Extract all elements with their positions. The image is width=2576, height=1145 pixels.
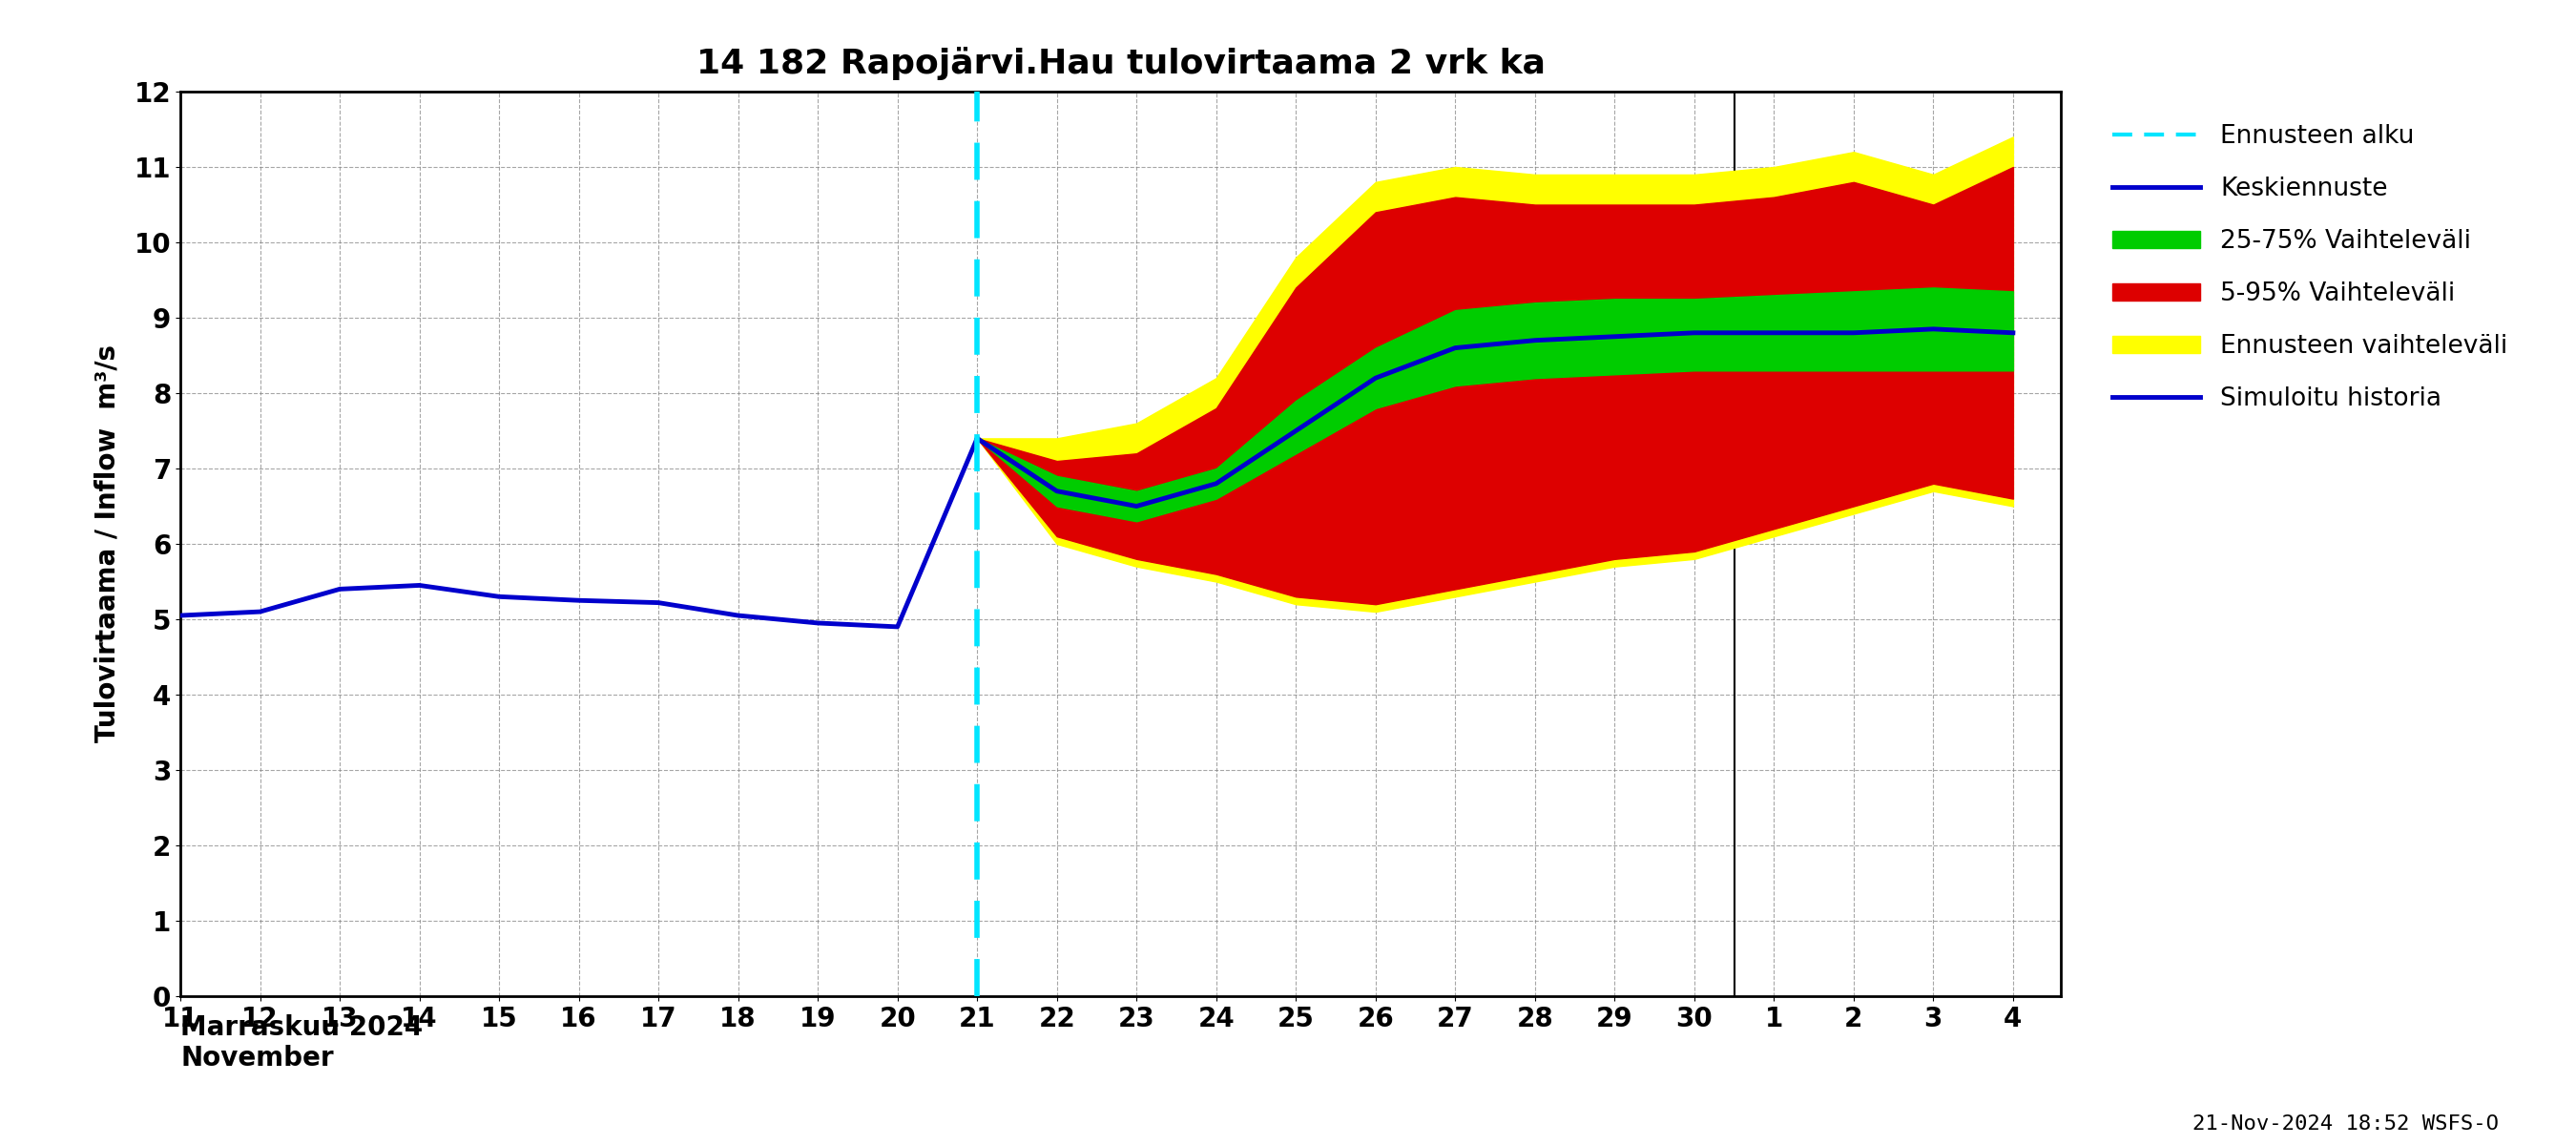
Y-axis label: Tulovirtaama / Inflow  m³/s: Tulovirtaama / Inflow m³/s: [95, 345, 121, 743]
Text: Marraskuu 2024
November: Marraskuu 2024 November: [180, 1014, 422, 1072]
Legend: Ennusteen alku, Keskiennuste, 25-75% Vaihteleväli, 5-95% Vaihteleväli, Ennusteen: Ennusteen alku, Keskiennuste, 25-75% Vai…: [2092, 104, 2527, 432]
Text: 21-Nov-2024 18:52 WSFS-O: 21-Nov-2024 18:52 WSFS-O: [2192, 1114, 2499, 1134]
Title: 14 182 Rapojärvi.Hau tulovirtaama 2 vrk ka: 14 182 Rapojärvi.Hau tulovirtaama 2 vrk …: [696, 46, 1546, 80]
